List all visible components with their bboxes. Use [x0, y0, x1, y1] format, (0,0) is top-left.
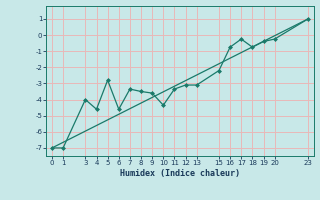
X-axis label: Humidex (Indice chaleur): Humidex (Indice chaleur): [120, 169, 240, 178]
